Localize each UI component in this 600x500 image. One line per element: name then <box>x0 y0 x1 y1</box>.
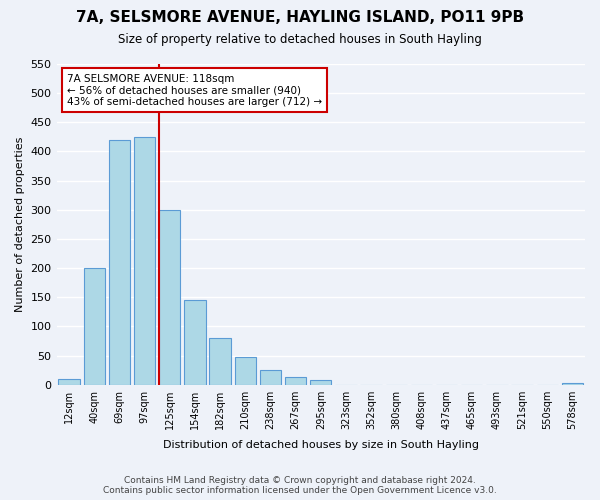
Bar <box>209 338 231 384</box>
Text: Size of property relative to detached houses in South Hayling: Size of property relative to detached ho… <box>118 32 482 46</box>
Bar <box>109 140 130 384</box>
Text: 7A SELSMORE AVENUE: 118sqm
← 56% of detached houses are smaller (940)
43% of sem: 7A SELSMORE AVENUE: 118sqm ← 56% of deta… <box>67 74 322 107</box>
X-axis label: Distribution of detached houses by size in South Hayling: Distribution of detached houses by size … <box>163 440 479 450</box>
Bar <box>235 356 256 384</box>
Text: Contains HM Land Registry data © Crown copyright and database right 2024.
Contai: Contains HM Land Registry data © Crown c… <box>103 476 497 495</box>
Y-axis label: Number of detached properties: Number of detached properties <box>15 136 25 312</box>
Bar <box>285 377 307 384</box>
Bar <box>310 380 331 384</box>
Bar <box>260 370 281 384</box>
Bar <box>83 268 105 384</box>
Bar <box>58 379 80 384</box>
Bar <box>184 300 206 384</box>
Text: 7A, SELSMORE AVENUE, HAYLING ISLAND, PO11 9PB: 7A, SELSMORE AVENUE, HAYLING ISLAND, PO1… <box>76 10 524 25</box>
Bar <box>134 137 155 384</box>
Bar <box>159 210 181 384</box>
